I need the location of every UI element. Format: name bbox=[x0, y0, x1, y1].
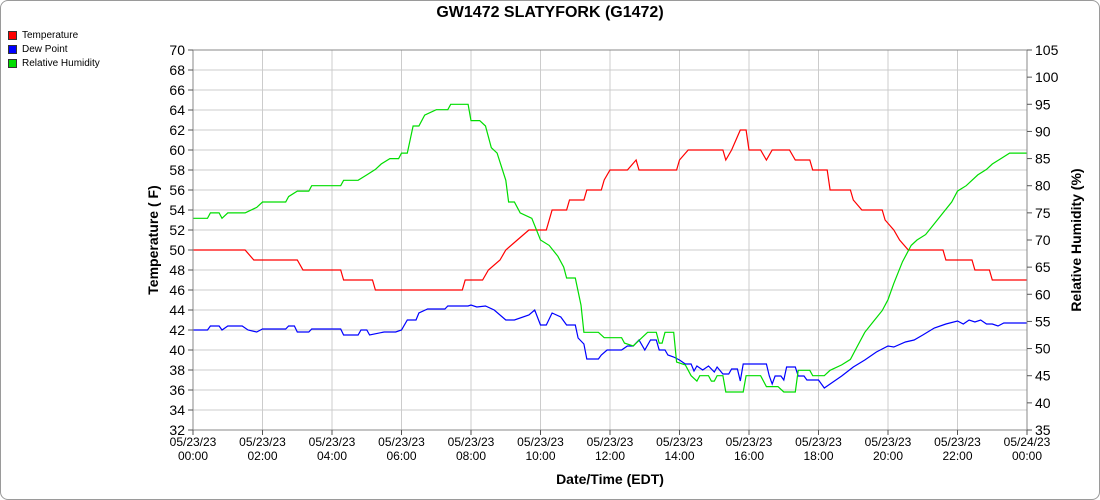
y-tick-label-right: 35 bbox=[1035, 422, 1051, 438]
x-tick-label-date: 05/23/23 bbox=[448, 435, 495, 449]
y-tick-label-left: 32 bbox=[169, 422, 185, 438]
y-tick-label-left: 60 bbox=[169, 142, 185, 158]
y-tick-label-left: 38 bbox=[169, 362, 185, 378]
y-tick-label-left: 36 bbox=[169, 382, 185, 398]
y-tick-label-right: 105 bbox=[1035, 42, 1059, 58]
y-tick-label-left: 42 bbox=[169, 322, 185, 338]
y-tick-label-left: 70 bbox=[169, 42, 185, 58]
x-tick-label-time: 10:00 bbox=[525, 449, 555, 463]
y-tick-label-right: 40 bbox=[1035, 395, 1051, 411]
y-tick-label-right: 60 bbox=[1035, 286, 1051, 302]
y-tick-label-left: 48 bbox=[169, 262, 185, 278]
x-tick-label-time: 12:00 bbox=[595, 449, 625, 463]
x-tick-label-time: 20:00 bbox=[873, 449, 903, 463]
x-tick-label-date: 05/23/23 bbox=[170, 435, 217, 449]
x-tick-label-date: 05/23/23 bbox=[587, 435, 634, 449]
y-tick-label-left: 40 bbox=[169, 342, 185, 358]
chart-title: GW1472 SLATYFORK (G1472) bbox=[436, 4, 664, 21]
y-axis-left-ticks: 32 34 36 38 40 42 44 46 48 50 52 54 56 58 60 62 64 66 68 70 bbox=[169, 42, 193, 438]
y-tick-label-left: 62 bbox=[169, 122, 185, 138]
y-tick-label-right: 80 bbox=[1035, 178, 1051, 194]
y-axis-right-ticks: 35 40 45 50 55 60 65 70 75 80 85 90 95 100 105 bbox=[1027, 42, 1059, 438]
series-lines bbox=[193, 103, 1027, 393]
legend: Temperature Dew Point Relative Humidity bbox=[8, 28, 100, 70]
x-tick-label-time: 00:00 bbox=[178, 449, 208, 463]
y-tick-label-right: 85 bbox=[1035, 151, 1051, 167]
legend-swatch-temperature bbox=[8, 30, 17, 40]
y-tick-label-left: 54 bbox=[169, 202, 185, 218]
y-tick-label-left: 56 bbox=[169, 182, 185, 198]
legend-item-temperature: Temperature bbox=[8, 28, 100, 42]
x-tick-label-time: 06:00 bbox=[386, 449, 416, 463]
x-tick-label-date: 05/23/23 bbox=[378, 435, 425, 449]
x-tick-label-date: 05/23/23 bbox=[517, 435, 564, 449]
x-tick-label-time: 16:00 bbox=[734, 449, 764, 463]
x-tick-label-date: 05/23/23 bbox=[726, 435, 773, 449]
legend-label-temperature: Temperature bbox=[22, 29, 79, 41]
x-axis-label: Date/Time (EDT) bbox=[556, 471, 664, 487]
y-tick-label-right: 45 bbox=[1035, 368, 1051, 384]
series-line-relative-humidity bbox=[193, 103, 1027, 393]
x-tick-label-date: 05/23/23 bbox=[934, 435, 981, 449]
y-tick-label-right: 65 bbox=[1035, 259, 1051, 275]
y-tick-label-right: 55 bbox=[1035, 313, 1051, 329]
x-tick-label-time: 22:00 bbox=[942, 449, 972, 463]
y-tick-label-right: 75 bbox=[1035, 205, 1051, 221]
y-tick-label-left: 52 bbox=[169, 222, 185, 238]
y-tick-label-left: 50 bbox=[169, 242, 185, 258]
legend-swatch-relative-humidity bbox=[8, 58, 17, 68]
x-tick-label-time: 02:00 bbox=[247, 449, 277, 463]
x-axis-ticks: 05/23/2300:0005/23/2302:0005/23/2304:000… bbox=[170, 430, 1051, 463]
y-axis-right-label: Relative Humidity (%) bbox=[1068, 168, 1084, 311]
y-tick-label-right: 100 bbox=[1035, 69, 1059, 85]
y-tick-label-right: 50 bbox=[1035, 341, 1051, 357]
legend-swatch-dew-point bbox=[8, 44, 17, 54]
y-tick-label-left: 34 bbox=[169, 402, 185, 418]
y-axis-left-label: Temperature ( F) bbox=[145, 185, 161, 294]
x-tick-label-time: 18:00 bbox=[803, 449, 833, 463]
y-tick-label-right: 70 bbox=[1035, 232, 1051, 248]
grid-lines bbox=[192, 49, 1028, 431]
y-tick-label-right: 90 bbox=[1035, 123, 1051, 139]
x-tick-label-time: 00:00 bbox=[1012, 449, 1042, 463]
legend-label-relative-humidity: Relative Humidity bbox=[22, 57, 100, 69]
series-line-temperature bbox=[193, 129, 1027, 291]
y-tick-label-left: 66 bbox=[169, 82, 185, 98]
x-tick-label-date: 05/23/23 bbox=[309, 435, 356, 449]
y-tick-label-left: 46 bbox=[169, 282, 185, 298]
x-tick-label-date: 05/23/23 bbox=[865, 435, 912, 449]
y-tick-label-left: 44 bbox=[169, 302, 185, 318]
legend-item-dew-point: Dew Point bbox=[8, 42, 100, 56]
x-tick-label-time: 08:00 bbox=[456, 449, 486, 463]
legend-item-relative-humidity: Relative Humidity bbox=[8, 56, 100, 70]
x-tick-label-time: 14:00 bbox=[664, 449, 694, 463]
y-tick-label-right: 95 bbox=[1035, 96, 1051, 112]
x-tick-label-date: 05/23/23 bbox=[239, 435, 286, 449]
legend-label-dew-point: Dew Point bbox=[22, 43, 68, 55]
x-tick-label-date: 05/23/23 bbox=[656, 435, 703, 449]
y-tick-label-left: 64 bbox=[169, 102, 185, 118]
x-tick-label-date: 05/23/23 bbox=[795, 435, 842, 449]
x-tick-label-date: 05/24/23 bbox=[1004, 435, 1051, 449]
x-tick-label-time: 04:00 bbox=[317, 449, 347, 463]
y-tick-label-left: 68 bbox=[169, 62, 185, 78]
series-line-dew-point bbox=[193, 304, 1027, 389]
y-tick-label-left: 58 bbox=[169, 162, 185, 178]
